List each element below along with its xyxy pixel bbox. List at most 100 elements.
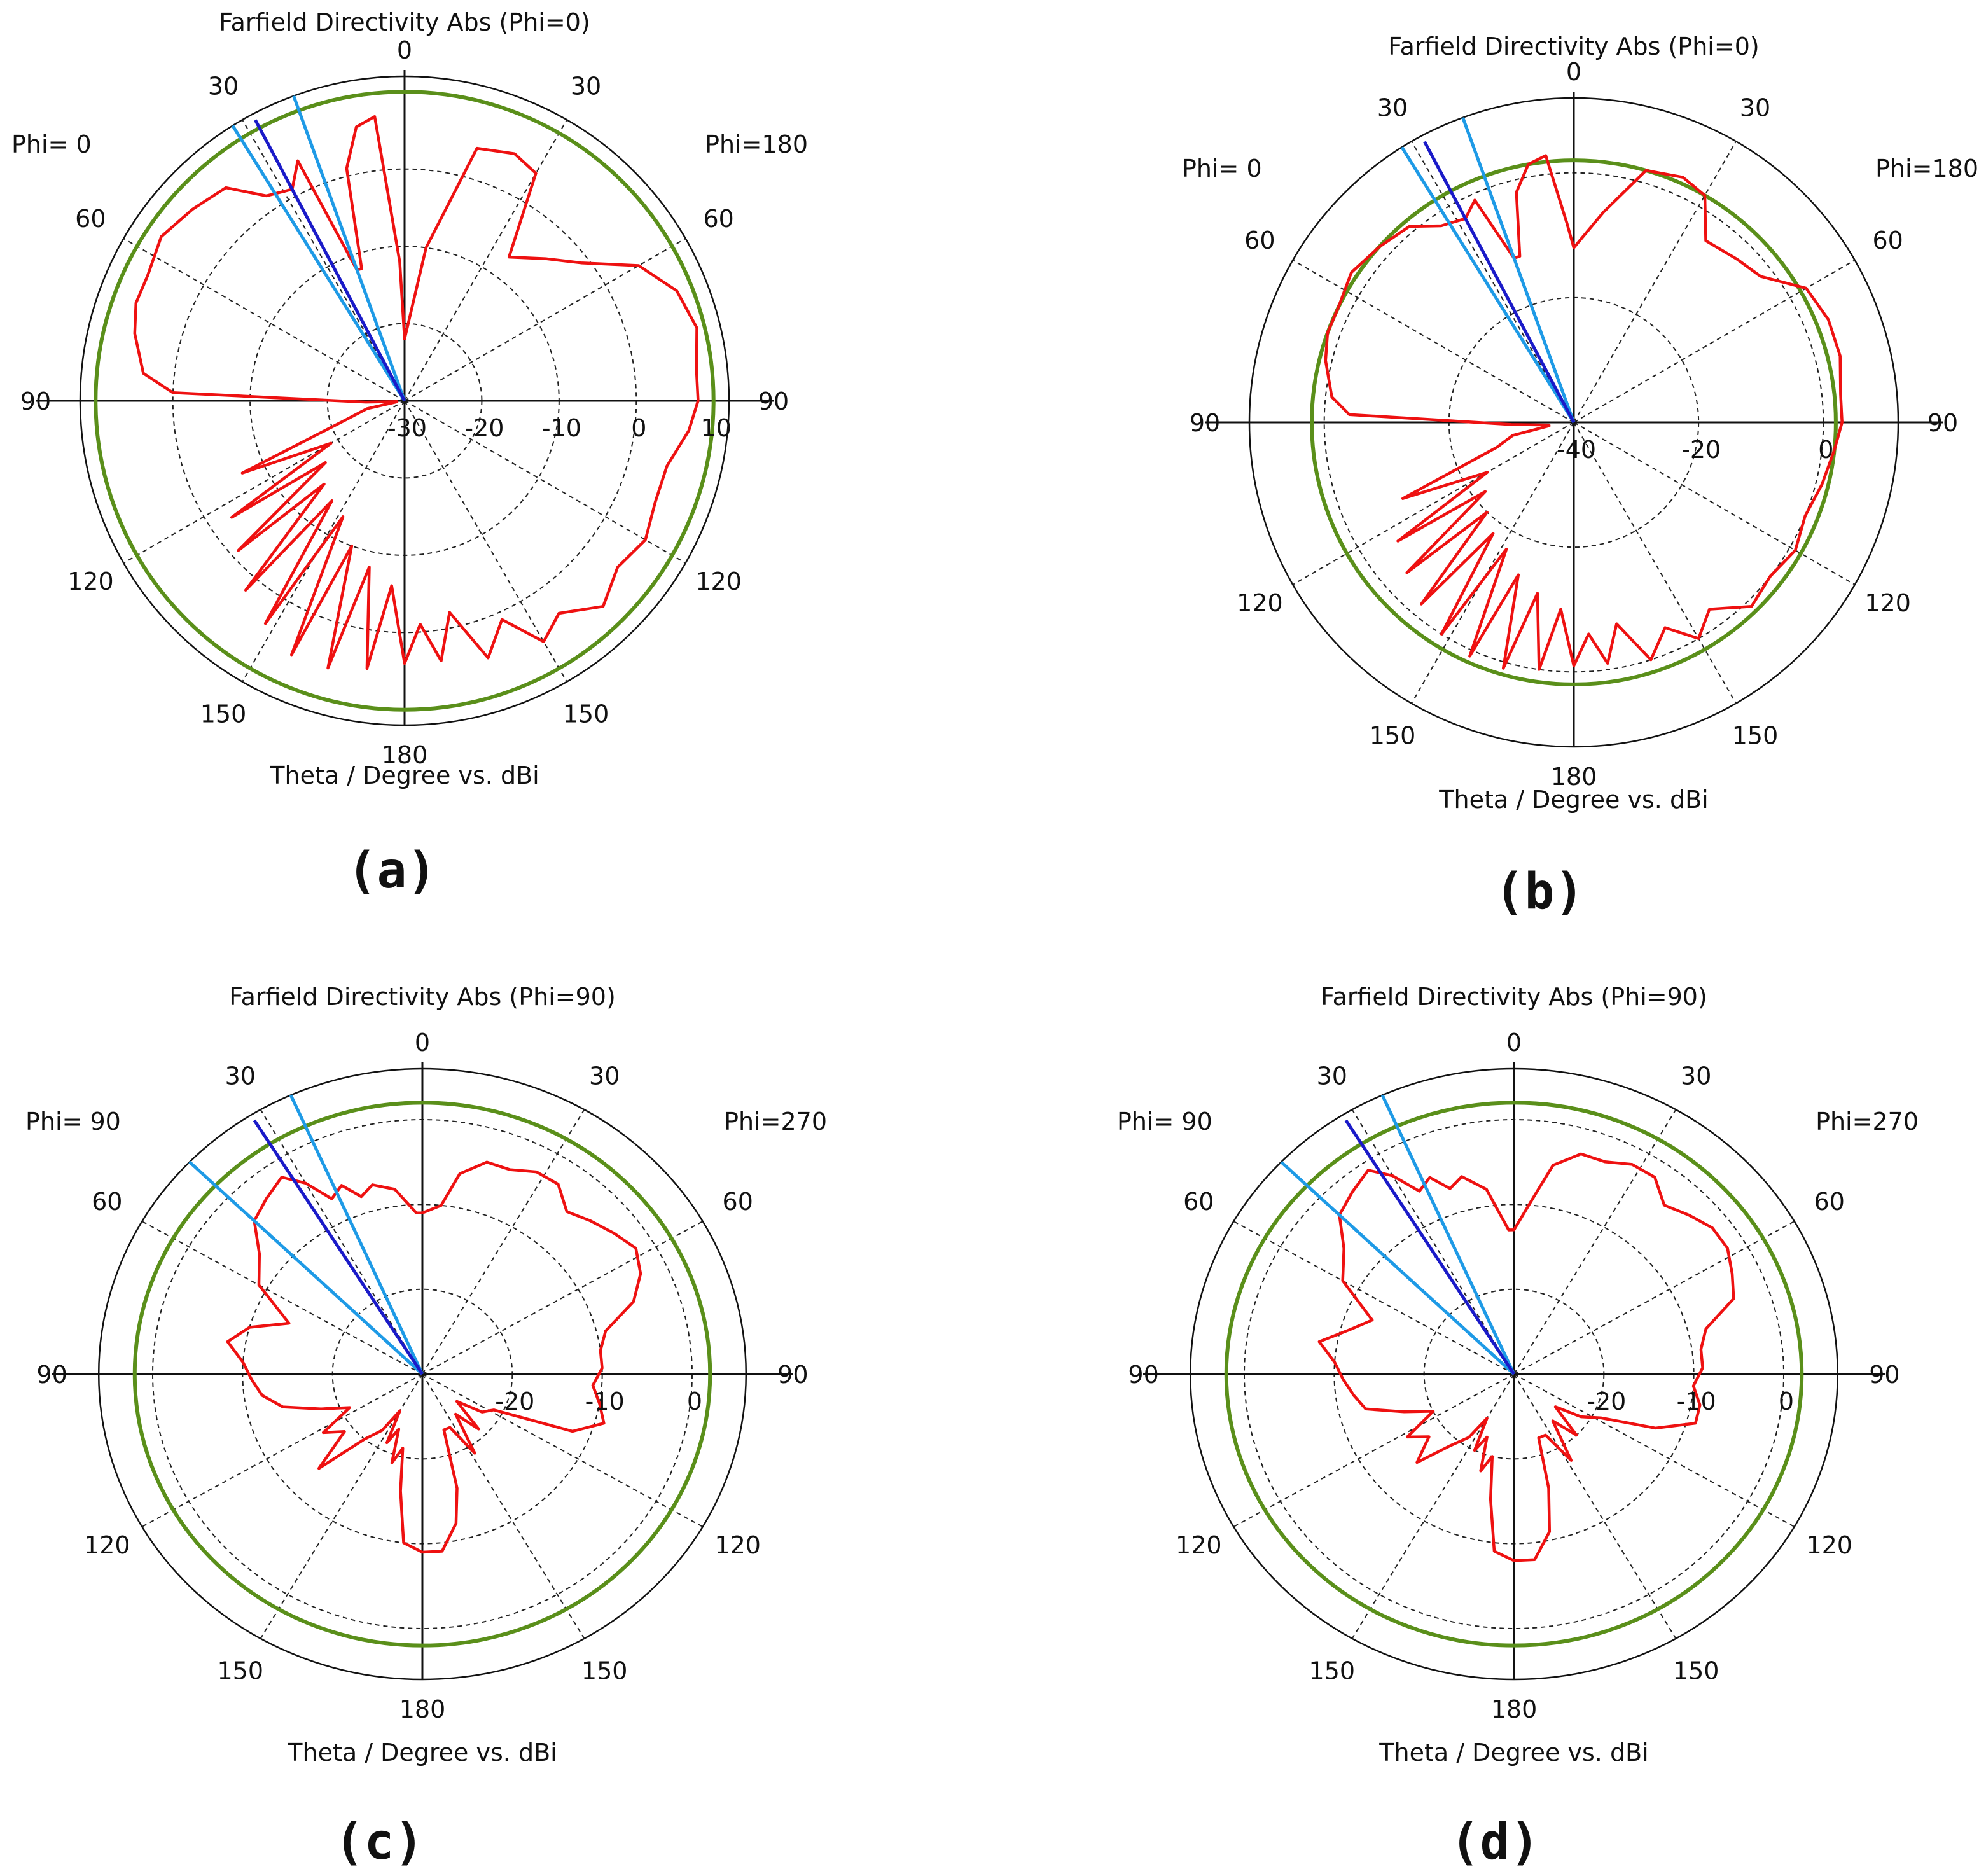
beamwidth-line bbox=[1461, 116, 1576, 423]
beamwidth-line bbox=[1280, 1160, 1515, 1375]
tick-labels: 0 30 60 90 120 150 180 150 120 90 60 30 -40 -20 0 bbox=[1190, 58, 1958, 791]
theta-tick-label: 0 bbox=[1506, 1029, 1522, 1057]
grid-spoke bbox=[1351, 1109, 1515, 1375]
theta-tick-label: 90 bbox=[20, 387, 51, 415]
main-lobe-direction-line bbox=[254, 119, 406, 402]
grid-spoke bbox=[1292, 260, 1574, 423]
theta-tick-label: 0 bbox=[1566, 58, 1581, 86]
theta-tick-label: 150 bbox=[200, 700, 247, 728]
grid-spoke bbox=[1411, 141, 1574, 423]
theta-tick-label: 180 bbox=[1491, 1695, 1538, 1723]
phi-right-label: Phi=180 bbox=[705, 130, 808, 158]
grid-spoke bbox=[242, 400, 405, 683]
theta-tick-label: 60 bbox=[1814, 1188, 1845, 1216]
radial-tick-label: -20 bbox=[464, 414, 504, 442]
polar-grid bbox=[1143, 1062, 1885, 1681]
beamwidth-line bbox=[1380, 1094, 1516, 1375]
polar-panel-a: Farfield Directivity Abs (Phi=0) Phi= 0 … bbox=[11, 8, 808, 900]
polar-grid bbox=[52, 1062, 793, 1681]
chart-title: Farfield Directivity Abs (Phi=0) bbox=[219, 8, 590, 36]
chart-title: Farfield Directivity Abs (Phi=90) bbox=[1321, 983, 1707, 1011]
phi-left-label: Phi= 90 bbox=[1117, 1108, 1212, 1136]
radial-tick-label: -10 bbox=[1677, 1387, 1716, 1415]
theta-tick-label: 0 bbox=[415, 1029, 430, 1057]
polar-panel-d: Farfield Directivity Abs (Phi=90) Phi= 9… bbox=[1117, 983, 1919, 1871]
grid-spoke bbox=[1513, 1373, 1795, 1527]
grid-spoke bbox=[141, 1221, 423, 1375]
radial-tick-label: -10 bbox=[542, 414, 581, 442]
theta-tick-label: 60 bbox=[1183, 1188, 1214, 1216]
grid-spoke bbox=[1292, 422, 1574, 585]
main-lobe-direction-line bbox=[1344, 1119, 1516, 1375]
radial-tick-label: 0 bbox=[1818, 436, 1833, 464]
grid-spoke bbox=[242, 119, 405, 401]
panel-label: (a) bbox=[347, 842, 437, 900]
theta-tick-label: 90 bbox=[36, 1361, 67, 1389]
tick-labels: 0 30 60 90 120 150 180 150 120 90 60 30 -30 -20 -10 0 10 bbox=[20, 36, 789, 769]
phi-left-label: Phi= 0 bbox=[1182, 155, 1262, 183]
theta-tick-label: 60 bbox=[703, 205, 733, 233]
radial-tick-label: 0 bbox=[687, 1387, 702, 1415]
reference-level-circle bbox=[1310, 158, 1838, 686]
panel-label: (c) bbox=[335, 1814, 424, 1871]
grid-spoke bbox=[1573, 141, 1737, 423]
theta-tick-label: 60 bbox=[75, 205, 106, 233]
theta-tick-label: 90 bbox=[1190, 409, 1220, 437]
theta-tick-label: 150 bbox=[1370, 722, 1416, 750]
reference-level-circle bbox=[132, 1101, 712, 1648]
directivity-pattern-trace bbox=[226, 1160, 642, 1554]
pattern-traces bbox=[132, 1094, 712, 1648]
panel-label: (b) bbox=[1495, 863, 1585, 921]
x-axis-label: Theta / Degree vs. dBi bbox=[1378, 1739, 1648, 1767]
theta-tick-label: 90 bbox=[1927, 409, 1958, 437]
directivity-pattern-trace bbox=[1324, 154, 1844, 671]
beamwidth-line bbox=[188, 1160, 424, 1375]
theta-tick-label: 180 bbox=[399, 1695, 446, 1723]
theta-tick-label: 120 bbox=[84, 1531, 130, 1559]
theta-tick-label: 30 bbox=[225, 1062, 256, 1090]
theta-tick-label: 30 bbox=[1681, 1062, 1711, 1090]
radial-tick-label: -20 bbox=[495, 1387, 534, 1415]
grid-spoke bbox=[1573, 422, 1737, 704]
directivity-pattern-trace bbox=[133, 115, 700, 670]
radial-tick-label: 0 bbox=[1779, 1387, 1794, 1415]
phi-right-label: Phi=180 bbox=[1875, 155, 1978, 183]
theta-tick-label: 30 bbox=[589, 1062, 620, 1090]
radial-tick-label: -30 bbox=[387, 414, 427, 442]
grid-spoke bbox=[141, 1373, 423, 1527]
phi-right-label: Phi=270 bbox=[1816, 1108, 1919, 1136]
grid-spoke bbox=[123, 238, 405, 401]
grid-spoke bbox=[1573, 422, 1856, 585]
theta-tick-label: 120 bbox=[714, 1531, 761, 1559]
theta-tick-label: 90 bbox=[777, 1361, 808, 1389]
theta-tick-label: 120 bbox=[695, 567, 742, 595]
x-axis-label: Theta / Degree vs. dBi bbox=[1438, 786, 1708, 814]
chart-title: Farfield Directivity Abs (Phi=0) bbox=[1388, 32, 1759, 60]
theta-tick-label: 60 bbox=[723, 1188, 753, 1216]
theta-tick-label: 120 bbox=[67, 567, 114, 595]
x-axis-label: Theta / Degree vs. dBi bbox=[287, 1739, 557, 1767]
reference-level-circle bbox=[94, 90, 716, 712]
theta-tick-label: 150 bbox=[1673, 1657, 1719, 1685]
main-lobe-direction-line bbox=[1423, 141, 1576, 424]
grid-spoke bbox=[1573, 260, 1856, 423]
grid-spoke bbox=[1513, 1373, 1677, 1639]
grid-spoke bbox=[1513, 1109, 1677, 1375]
beamwidth-line bbox=[231, 125, 406, 402]
directivity-pattern-trace bbox=[1317, 1152, 1735, 1562]
main-lobe-direction-line bbox=[253, 1119, 424, 1375]
theta-tick-label: 90 bbox=[1128, 1361, 1158, 1389]
phi-right-label: Phi=270 bbox=[724, 1108, 827, 1136]
grid-spoke bbox=[404, 238, 686, 401]
theta-tick-label: 0 bbox=[397, 36, 412, 64]
grid-spoke bbox=[404, 400, 686, 564]
theta-tick-label: 90 bbox=[758, 387, 789, 415]
tick-labels: 0 30 60 90 120 150 180 150 120 90 60 30 -20 -10 0 bbox=[36, 1029, 808, 1723]
radial-tick-label: -40 bbox=[1557, 436, 1596, 464]
grid-spoke bbox=[123, 400, 405, 564]
polar-panel-b: Farfield Directivity Abs (Phi=0) Phi= 0 … bbox=[1182, 32, 1978, 921]
phi-left-label: Phi= 90 bbox=[25, 1108, 121, 1136]
grid-spoke bbox=[260, 1109, 423, 1375]
theta-tick-label: 150 bbox=[563, 700, 609, 728]
